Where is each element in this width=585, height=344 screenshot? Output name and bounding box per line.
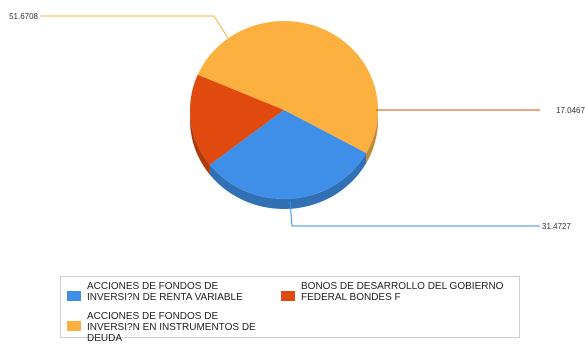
value-label: 31.4727: [542, 222, 571, 231]
leader-line: [289, 200, 540, 227]
legend-swatch: [67, 321, 81, 331]
legend-label: BONOS DE DESARROLLO DEL GOBIERNO FEDERAL…: [301, 281, 504, 303]
pie-slice: [209, 110, 367, 199]
pie-slice-side: [366, 111, 378, 164]
pie-slice-side: [190, 108, 210, 175]
pie-slice: [197, 20, 379, 154]
chart-legend: ACCIONES DE FONDOS DE INVERSI?N DE RENTA…: [60, 276, 520, 344]
legend-item-instrumentos-deuda: ACCIONES DE FONDOS DE INVERSI?N EN INSTR…: [67, 311, 267, 344]
legend-item-renta-variable: ACCIONES DE FONDOS DE INVERSI?N DE RENTA…: [67, 281, 267, 303]
legend-label: ACCIONES DE FONDOS DE INVERSI?N EN INSTR…: [87, 311, 256, 344]
pie-chart: 51.6708 17.0467 31.4727: [9, 12, 585, 231]
legend-label: ACCIONES DE FONDOS DE INVERSI?N DE RENTA…: [87, 281, 243, 303]
legend-swatch: [281, 291, 295, 301]
value-label: 51.6708: [9, 12, 38, 21]
value-label: 17.0467: [556, 106, 585, 115]
leader-line: [40, 15, 229, 39]
pie-slice-side: [209, 153, 367, 209]
legend-item-bondes-f: BONOS DE DESARROLLO DEL GOBIERNO FEDERAL…: [281, 281, 516, 303]
legend-swatch: [67, 291, 81, 301]
pie-slice: [189, 74, 284, 165]
